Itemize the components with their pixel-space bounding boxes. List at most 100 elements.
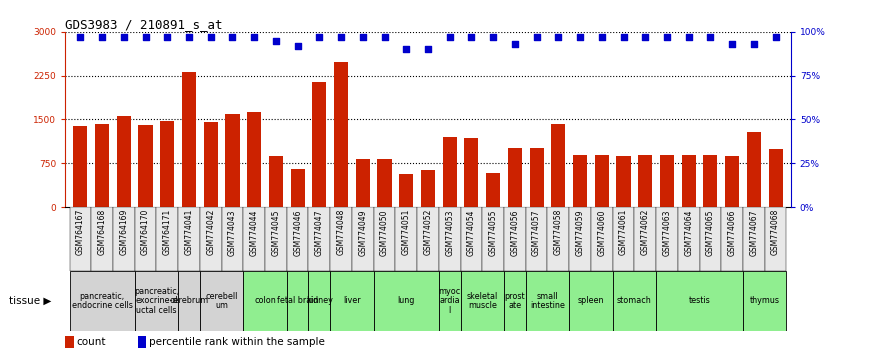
Bar — [269, 156, 283, 207]
Text: GSM774060: GSM774060 — [597, 209, 607, 256]
Bar — [374, 271, 439, 331]
Point — [247, 34, 261, 40]
Bar — [660, 154, 674, 207]
Bar — [529, 148, 544, 207]
Bar — [330, 207, 352, 271]
Bar — [312, 81, 327, 207]
Bar — [135, 207, 156, 271]
Point — [203, 34, 217, 40]
Point — [73, 34, 87, 40]
Bar — [765, 207, 786, 271]
Point — [139, 34, 153, 40]
Text: tissue ▶: tissue ▶ — [9, 296, 51, 306]
Bar — [569, 271, 613, 331]
Text: stomach: stomach — [617, 296, 652, 306]
Bar — [616, 156, 631, 207]
Bar — [70, 271, 135, 331]
Bar — [334, 62, 348, 207]
Text: GDS3983 / 210891_s_at: GDS3983 / 210891_s_at — [65, 18, 222, 31]
Bar — [743, 271, 786, 331]
Bar — [439, 271, 461, 331]
Bar — [399, 174, 414, 207]
Text: GSM774057: GSM774057 — [532, 209, 541, 256]
Point — [660, 34, 674, 40]
Point — [682, 34, 696, 40]
Point — [226, 34, 240, 40]
Bar — [287, 207, 308, 271]
Text: GSM774061: GSM774061 — [619, 209, 628, 255]
Text: GSM774056: GSM774056 — [510, 209, 520, 256]
Bar — [243, 207, 265, 271]
Text: spleen: spleen — [578, 296, 604, 306]
Bar — [417, 207, 439, 271]
Bar — [247, 113, 262, 207]
Bar — [225, 114, 240, 207]
Bar — [634, 207, 656, 271]
Point — [182, 34, 196, 40]
Point — [335, 34, 348, 40]
Bar — [200, 271, 243, 331]
Point — [574, 34, 587, 40]
Text: myoc
ardia
l: myoc ardia l — [439, 287, 461, 315]
Bar — [135, 271, 178, 331]
Text: pancreatic,
endocrine cells: pancreatic, endocrine cells — [71, 292, 133, 310]
Bar — [594, 154, 609, 207]
Bar — [526, 271, 569, 331]
Text: pancreatic,
exocrine-d
uctal cells: pancreatic, exocrine-d uctal cells — [134, 287, 179, 315]
Bar — [613, 207, 634, 271]
Point — [616, 34, 630, 40]
Text: GSM774043: GSM774043 — [228, 209, 237, 256]
Point — [290, 43, 304, 49]
Bar — [721, 207, 743, 271]
Text: percentile rank within the sample: percentile rank within the sample — [149, 337, 324, 347]
Text: GSM774067: GSM774067 — [749, 209, 759, 256]
Text: GSM774049: GSM774049 — [358, 209, 368, 256]
Point — [160, 34, 174, 40]
Point — [551, 34, 565, 40]
Text: liver: liver — [343, 296, 361, 306]
Text: GSM774059: GSM774059 — [575, 209, 585, 256]
Bar — [182, 72, 196, 207]
Text: count: count — [76, 337, 105, 347]
Bar — [464, 138, 479, 207]
Text: GSM774045: GSM774045 — [271, 209, 281, 256]
Point — [269, 38, 283, 44]
Text: GSM764167: GSM764167 — [76, 209, 85, 255]
Bar — [178, 271, 200, 331]
Text: GSM774068: GSM774068 — [771, 209, 780, 255]
Point — [507, 41, 521, 47]
Bar — [678, 207, 700, 271]
Bar — [461, 207, 482, 271]
Bar — [352, 207, 374, 271]
Text: GSM774047: GSM774047 — [315, 209, 324, 256]
Text: GSM774063: GSM774063 — [662, 209, 672, 256]
Bar — [591, 207, 613, 271]
Bar — [743, 207, 765, 271]
Bar — [656, 207, 678, 271]
Text: GSM774054: GSM774054 — [467, 209, 476, 256]
Bar — [160, 121, 175, 207]
Point — [464, 34, 478, 40]
Text: GSM774062: GSM774062 — [640, 209, 650, 255]
Text: GSM774053: GSM774053 — [445, 209, 454, 256]
Text: fetal brain: fetal brain — [277, 296, 318, 306]
Text: GSM774064: GSM774064 — [684, 209, 693, 256]
Bar — [573, 154, 587, 207]
Text: GSM774050: GSM774050 — [380, 209, 389, 256]
Text: colon: colon — [254, 296, 276, 306]
Point — [356, 34, 370, 40]
Bar — [461, 271, 504, 331]
Bar — [200, 207, 222, 271]
Bar — [551, 124, 566, 207]
Bar — [116, 116, 131, 207]
Point — [530, 34, 544, 40]
Bar — [656, 271, 743, 331]
Bar — [613, 271, 656, 331]
Bar — [65, 336, 74, 348]
Bar — [526, 207, 547, 271]
Text: prost
ate: prost ate — [505, 292, 525, 310]
Bar — [504, 207, 526, 271]
Point — [725, 41, 739, 47]
Bar — [222, 207, 243, 271]
Text: GSM774042: GSM774042 — [206, 209, 216, 255]
